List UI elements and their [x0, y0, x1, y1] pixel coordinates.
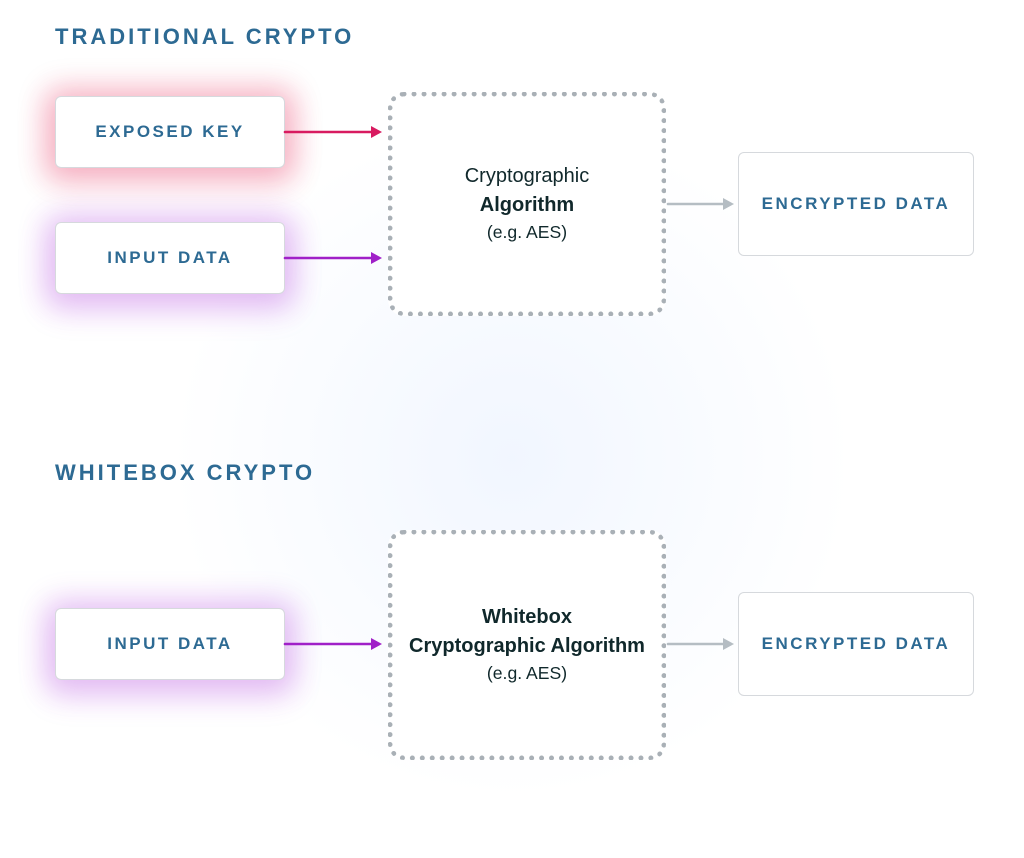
input-data-1-box: INPUT DATA: [55, 222, 285, 294]
arrow-input2-to-algo: [271, 630, 396, 658]
encrypted-data-2-label: ENCRYPTED DATA: [752, 632, 961, 657]
algo1-line1: Cryptographic: [465, 162, 590, 191]
crypto-algorithm-1-box: Cryptographic Algorithm (e.g. AES): [388, 92, 666, 316]
crypto-algorithm-2-text: Whitebox Cryptographic Algorithm (e.g. A…: [409, 603, 645, 687]
algo1-line2: Algorithm: [465, 191, 590, 220]
arrow-algo1-to-encrypted: [654, 190, 748, 218]
algo1-line3: (e.g. AES): [465, 220, 590, 246]
algo2-line1: Whitebox: [409, 603, 645, 632]
crypto-algorithm-1-text: Cryptographic Algorithm (e.g. AES): [465, 162, 590, 246]
whitebox-crypto-title: WHITEBOX CRYPTO: [55, 460, 315, 486]
input-data-2-box: INPUT DATA: [55, 608, 285, 680]
algo2-line3: (e.g. AES): [409, 661, 645, 687]
traditional-crypto-title: TRADITIONAL CRYPTO: [55, 24, 354, 50]
exposed-key-label: EXPOSED KEY: [85, 120, 254, 145]
input-data-2-label: INPUT DATA: [97, 632, 242, 657]
arrow-exposed-key-to-algo: [271, 118, 396, 146]
arrow-algo2-to-encrypted: [654, 630, 748, 658]
exposed-key-box: EXPOSED KEY: [55, 96, 285, 168]
algo2-line2: Cryptographic Algorithm: [409, 632, 645, 661]
encrypted-data-2-box: ENCRYPTED DATA: [738, 592, 974, 696]
arrow-input1-to-algo: [271, 244, 396, 272]
encrypted-data-1-label: ENCRYPTED DATA: [752, 192, 961, 217]
crypto-algorithm-2-box: Whitebox Cryptographic Algorithm (e.g. A…: [388, 530, 666, 760]
input-data-1-label: INPUT DATA: [97, 246, 242, 271]
encrypted-data-1-box: ENCRYPTED DATA: [738, 152, 974, 256]
